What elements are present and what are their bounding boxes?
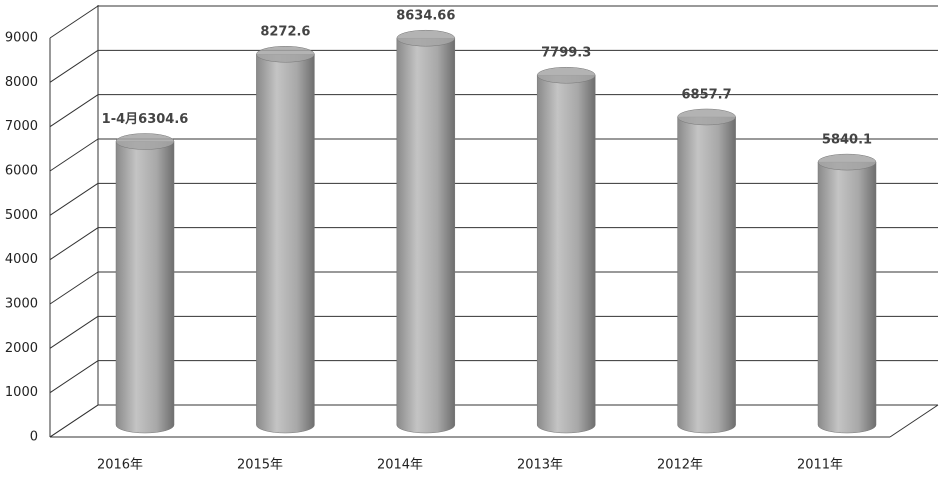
side-grid-line [49, 227, 99, 261]
x-tick-label: 2016年 [97, 458, 143, 473]
side-grid-line [49, 94, 99, 128]
y-tick-label: 7000 [5, 119, 38, 134]
y-tick-label: 3000 [5, 297, 38, 312]
cylinder [256, 53, 315, 434]
cylinder-top [115, 133, 175, 150]
side-grid-line [49, 5, 99, 39]
cylinder [817, 161, 877, 434]
y-tick-label: 2000 [5, 341, 38, 356]
side-grid-line [49, 404, 99, 438]
floor-right [889, 404, 939, 438]
cylinder-top [536, 66, 596, 84]
cylinder [396, 37, 456, 434]
value-label: 1-4月6304.6 [102, 112, 189, 127]
side-grid-line [49, 315, 99, 349]
value-label: 8272.6 [260, 25, 310, 40]
x-tick-label: 2015年 [237, 458, 283, 473]
value-label: 8634.66 [396, 9, 455, 24]
side-grid-line [49, 182, 99, 216]
side-grid-line [49, 360, 99, 394]
value-label: 5840.1 [822, 133, 872, 148]
y-tick-label: 8000 [5, 75, 38, 90]
x-tick-label: 2013年 [517, 458, 563, 473]
side-grid-line [49, 49, 99, 83]
y-tick-label: 4000 [5, 252, 38, 267]
frame [49, 5, 939, 438]
cylinder-top [256, 45, 315, 63]
x-tick-label: 2012年 [657, 458, 703, 473]
cylinder [677, 116, 736, 434]
cylinder-top [677, 108, 736, 126]
y-tick-label: 5000 [5, 208, 38, 223]
x-tick-label: 2014年 [377, 458, 423, 473]
x-tick-label: 2011年 [797, 458, 843, 473]
cylinder [115, 141, 175, 434]
y-tick-label: 9000 [5, 31, 38, 46]
value-label: 7799.3 [541, 46, 591, 61]
cylinder-top [817, 153, 877, 171]
cylinder [536, 74, 596, 434]
y-tick-label: 0 [30, 430, 38, 445]
side-grid-line [49, 271, 99, 305]
side-grid-line [49, 138, 99, 172]
y-tick-label: 6000 [5, 164, 38, 179]
cylinder-top [396, 29, 456, 47]
value-label: 6857.7 [682, 87, 732, 102]
y-tick-label: 1000 [5, 385, 38, 400]
